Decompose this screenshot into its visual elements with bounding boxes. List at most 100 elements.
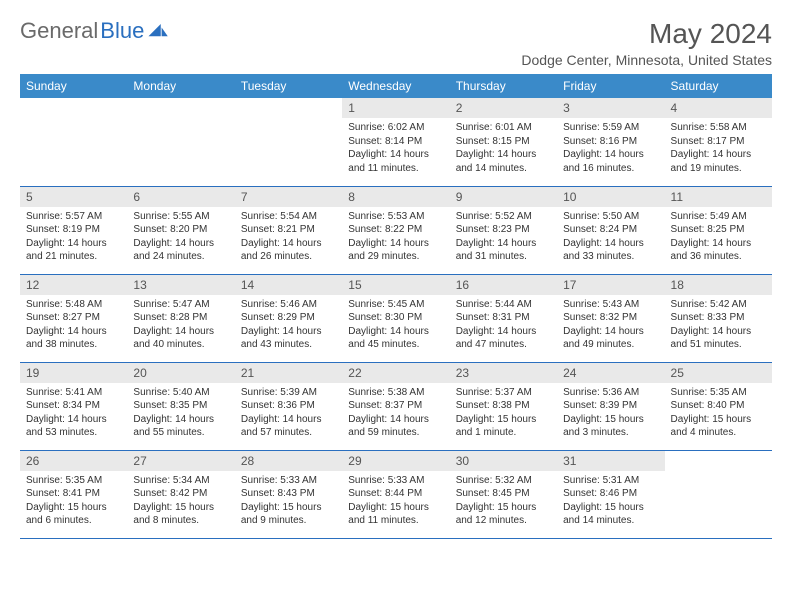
calendar-week-row: 12Sunrise: 5:48 AMSunset: 8:27 PMDayligh… [20,274,772,362]
day-number: 2 [450,98,557,118]
day-number: 27 [127,451,234,471]
day-number: 31 [557,451,664,471]
calendar-day-cell [235,98,342,186]
calendar-day-cell: 16Sunrise: 5:44 AMSunset: 8:31 PMDayligh… [450,274,557,362]
day-details: Sunrise: 5:57 AMSunset: 8:19 PMDaylight:… [20,207,127,269]
day-number: 3 [557,98,664,118]
day-number: 28 [235,451,342,471]
day-number: 25 [665,363,772,383]
calendar-day-cell: 9Sunrise: 5:52 AMSunset: 8:23 PMDaylight… [450,186,557,274]
calendar-day-cell: 19Sunrise: 5:41 AMSunset: 8:34 PMDayligh… [20,362,127,450]
calendar-day-cell: 15Sunrise: 5:45 AMSunset: 8:30 PMDayligh… [342,274,449,362]
day-details: Sunrise: 5:34 AMSunset: 8:42 PMDaylight:… [127,471,234,533]
weekday-header: Thursday [450,74,557,98]
weekday-header: Saturday [665,74,772,98]
day-number: 19 [20,363,127,383]
calendar-table: Sunday Monday Tuesday Wednesday Thursday… [20,74,772,539]
day-details: Sunrise: 5:44 AMSunset: 8:31 PMDaylight:… [450,295,557,357]
day-details: Sunrise: 5:58 AMSunset: 8:17 PMDaylight:… [665,118,772,180]
day-details: Sunrise: 6:01 AMSunset: 8:15 PMDaylight:… [450,118,557,180]
logo-text-2: Blue [100,18,144,44]
title-block: May 2024 Dodge Center, Minnesota, United… [521,18,772,68]
calendar-day-cell: 23Sunrise: 5:37 AMSunset: 8:38 PMDayligh… [450,362,557,450]
day-number: 17 [557,275,664,295]
day-number: 13 [127,275,234,295]
day-number: 18 [665,275,772,295]
logo-text-1: General [20,18,98,44]
day-details: Sunrise: 5:43 AMSunset: 8:32 PMDaylight:… [557,295,664,357]
day-number: 22 [342,363,449,383]
calendar-day-cell: 7Sunrise: 5:54 AMSunset: 8:21 PMDaylight… [235,186,342,274]
day-number: 23 [450,363,557,383]
day-details: Sunrise: 5:31 AMSunset: 8:46 PMDaylight:… [557,471,664,533]
calendar-day-cell [127,98,234,186]
calendar-day-cell: 10Sunrise: 5:50 AMSunset: 8:24 PMDayligh… [557,186,664,274]
day-details: Sunrise: 5:48 AMSunset: 8:27 PMDaylight:… [20,295,127,357]
day-details: Sunrise: 5:46 AMSunset: 8:29 PMDaylight:… [235,295,342,357]
calendar-day-cell: 3Sunrise: 5:59 AMSunset: 8:16 PMDaylight… [557,98,664,186]
day-number: 9 [450,187,557,207]
calendar-day-cell: 18Sunrise: 5:42 AMSunset: 8:33 PMDayligh… [665,274,772,362]
calendar-day-cell: 12Sunrise: 5:48 AMSunset: 8:27 PMDayligh… [20,274,127,362]
day-details: Sunrise: 6:02 AMSunset: 8:14 PMDaylight:… [342,118,449,180]
calendar-day-cell: 29Sunrise: 5:33 AMSunset: 8:44 PMDayligh… [342,450,449,538]
day-details: Sunrise: 5:53 AMSunset: 8:22 PMDaylight:… [342,207,449,269]
day-number: 16 [450,275,557,295]
day-details: Sunrise: 5:41 AMSunset: 8:34 PMDaylight:… [20,383,127,445]
day-details: Sunrise: 5:37 AMSunset: 8:38 PMDaylight:… [450,383,557,445]
day-number: 21 [235,363,342,383]
day-details: Sunrise: 5:52 AMSunset: 8:23 PMDaylight:… [450,207,557,269]
day-details: Sunrise: 5:49 AMSunset: 8:25 PMDaylight:… [665,207,772,269]
weekday-header: Monday [127,74,234,98]
day-details: Sunrise: 5:40 AMSunset: 8:35 PMDaylight:… [127,383,234,445]
logo-sail-icon [148,24,170,38]
calendar-day-cell: 2Sunrise: 6:01 AMSunset: 8:15 PMDaylight… [450,98,557,186]
calendar-day-cell: 22Sunrise: 5:38 AMSunset: 8:37 PMDayligh… [342,362,449,450]
day-number: 26 [20,451,127,471]
calendar-day-cell: 31Sunrise: 5:31 AMSunset: 8:46 PMDayligh… [557,450,664,538]
calendar-day-cell: 30Sunrise: 5:32 AMSunset: 8:45 PMDayligh… [450,450,557,538]
calendar-week-row: 1Sunrise: 6:02 AMSunset: 8:14 PMDaylight… [20,98,772,186]
day-number: 30 [450,451,557,471]
day-number: 14 [235,275,342,295]
day-details: Sunrise: 5:39 AMSunset: 8:36 PMDaylight:… [235,383,342,445]
calendar-day-cell: 17Sunrise: 5:43 AMSunset: 8:32 PMDayligh… [557,274,664,362]
day-number: 1 [342,98,449,118]
day-details: Sunrise: 5:47 AMSunset: 8:28 PMDaylight:… [127,295,234,357]
weekday-header: Tuesday [235,74,342,98]
day-number: 10 [557,187,664,207]
calendar-day-cell: 5Sunrise: 5:57 AMSunset: 8:19 PMDaylight… [20,186,127,274]
calendar-day-cell [20,98,127,186]
day-number: 8 [342,187,449,207]
month-title: May 2024 [521,18,772,50]
calendar-day-cell: 6Sunrise: 5:55 AMSunset: 8:20 PMDaylight… [127,186,234,274]
day-details: Sunrise: 5:33 AMSunset: 8:44 PMDaylight:… [342,471,449,533]
calendar-day-cell: 8Sunrise: 5:53 AMSunset: 8:22 PMDaylight… [342,186,449,274]
calendar-day-cell: 28Sunrise: 5:33 AMSunset: 8:43 PMDayligh… [235,450,342,538]
page-header: GeneralBlue May 2024 Dodge Center, Minne… [20,18,772,68]
day-details: Sunrise: 5:42 AMSunset: 8:33 PMDaylight:… [665,295,772,357]
weekday-header: Sunday [20,74,127,98]
day-number: 12 [20,275,127,295]
day-details: Sunrise: 5:33 AMSunset: 8:43 PMDaylight:… [235,471,342,533]
day-number: 20 [127,363,234,383]
day-number: 5 [20,187,127,207]
weekday-header-row: Sunday Monday Tuesday Wednesday Thursday… [20,74,772,98]
calendar-day-cell: 4Sunrise: 5:58 AMSunset: 8:17 PMDaylight… [665,98,772,186]
day-details: Sunrise: 5:54 AMSunset: 8:21 PMDaylight:… [235,207,342,269]
calendar-day-cell: 20Sunrise: 5:40 AMSunset: 8:35 PMDayligh… [127,362,234,450]
day-number: 6 [127,187,234,207]
day-details: Sunrise: 5:50 AMSunset: 8:24 PMDaylight:… [557,207,664,269]
calendar-day-cell: 25Sunrise: 5:35 AMSunset: 8:40 PMDayligh… [665,362,772,450]
day-number: 24 [557,363,664,383]
calendar-day-cell: 13Sunrise: 5:47 AMSunset: 8:28 PMDayligh… [127,274,234,362]
calendar-week-row: 5Sunrise: 5:57 AMSunset: 8:19 PMDaylight… [20,186,772,274]
calendar-day-cell [665,450,772,538]
day-details: Sunrise: 5:38 AMSunset: 8:37 PMDaylight:… [342,383,449,445]
day-details: Sunrise: 5:32 AMSunset: 8:45 PMDaylight:… [450,471,557,533]
weekday-header: Friday [557,74,664,98]
logo: GeneralBlue [20,18,170,44]
day-details: Sunrise: 5:36 AMSunset: 8:39 PMDaylight:… [557,383,664,445]
calendar-day-cell: 11Sunrise: 5:49 AMSunset: 8:25 PMDayligh… [665,186,772,274]
calendar-day-cell: 27Sunrise: 5:34 AMSunset: 8:42 PMDayligh… [127,450,234,538]
